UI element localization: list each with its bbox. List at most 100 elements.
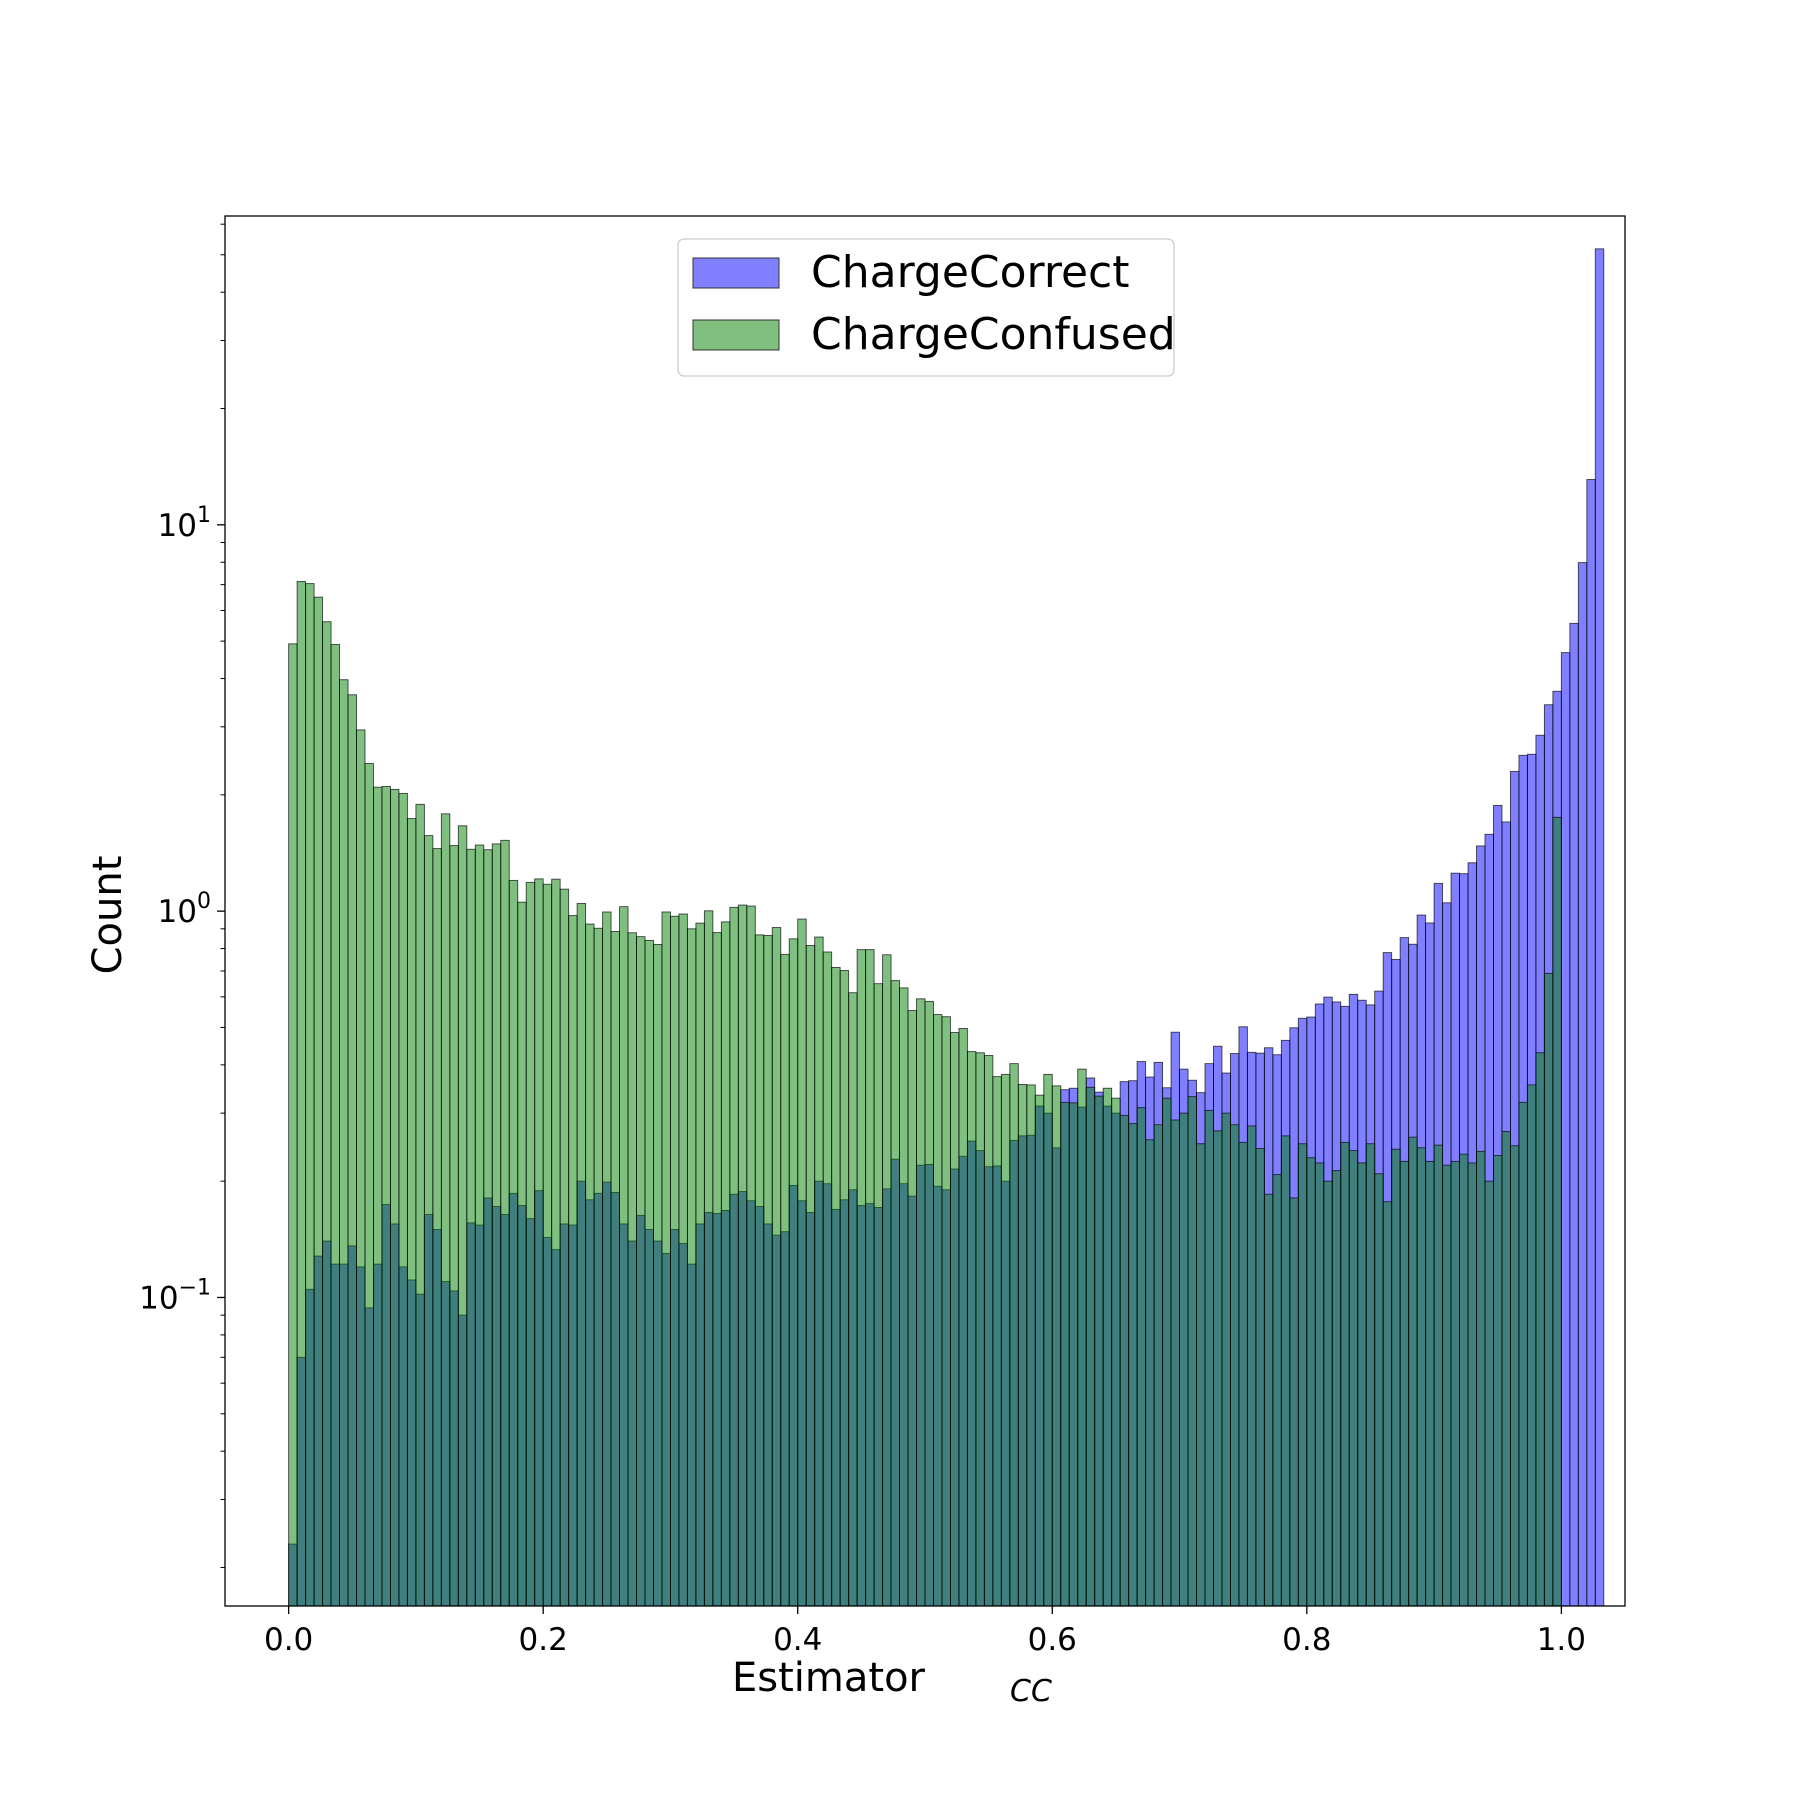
- bar-chargeconfused: [822, 951, 833, 1607]
- bar-chargeconfused: [1399, 1160, 1410, 1607]
- legend-frame: [677, 238, 1175, 377]
- bar-chargeconfused: [568, 915, 578, 1607]
- bar-chargeconfused: [347, 694, 357, 1607]
- bar-chargeconfused: [1187, 1096, 1197, 1607]
- bar-chargeconfused: [483, 849, 493, 1607]
- bar-chargeconfused: [466, 848, 476, 1607]
- bar-chargeconfused: [958, 1027, 968, 1607]
- bar-chargeconfused: [593, 927, 604, 1607]
- bar-chargeconfused: [1145, 1139, 1155, 1607]
- bar-chargeconfused: [992, 1076, 1002, 1607]
- x-tick-label: 0.4: [773, 1622, 822, 1658]
- bar-chargeconfused: [924, 1000, 934, 1607]
- bar-chargeconfused: [1026, 1084, 1036, 1607]
- bar-chargeconfused: [474, 844, 485, 1607]
- bar-chargeconfused: [1263, 1193, 1274, 1607]
- bar-chargeconfused: [950, 1032, 960, 1607]
- bar-chargeconfused: [873, 983, 884, 1607]
- bar-chargeconfused: [1365, 1143, 1376, 1607]
- x-tick-label: 0.8: [1282, 1622, 1331, 1658]
- bar-chargeconfused: [746, 905, 756, 1607]
- bar-chargecorrect: [1594, 248, 1605, 1607]
- bar-chargeconfused: [966, 1051, 977, 1607]
- bar-chargeconfused: [1280, 1135, 1291, 1607]
- bar-chargeconfused: [797, 918, 807, 1607]
- bar-chargeconfused: [1094, 1095, 1104, 1607]
- bar-chargeconfused: [720, 921, 731, 1607]
- bar-chargeconfused: [1060, 1101, 1070, 1607]
- bar-chargeconfused: [500, 839, 510, 1607]
- bar-chargeconfused: [1374, 1173, 1384, 1607]
- bar-chargeconfused: [296, 581, 307, 1607]
- bar-chargeconfused: [763, 935, 773, 1607]
- bar-chargeconfused: [983, 1055, 994, 1607]
- bar-chargeconfused: [1289, 1197, 1299, 1607]
- legend-swatch-chargeconfused: [692, 319, 780, 351]
- bar-chargeconfused: [1068, 1102, 1079, 1607]
- bar-chargeconfused: [848, 992, 858, 1607]
- bar-chargeconfused: [1501, 1130, 1511, 1607]
- bar-chargeconfused: [1204, 1109, 1214, 1607]
- bar-chargeconfused: [1357, 1162, 1367, 1607]
- x-axis-label-subscript: CC: [1010, 1674, 1052, 1709]
- bar-chargeconfused: [814, 936, 824, 1607]
- bar-chargeconfused: [1348, 1150, 1359, 1607]
- bar-chargeconfused: [398, 792, 408, 1607]
- bar-chargeconfused: [288, 643, 298, 1607]
- bar-chargeconfused: [551, 878, 561, 1607]
- bar-chargeconfused: [916, 998, 926, 1607]
- bar-chargeconfused: [1017, 1083, 1028, 1607]
- bar-chargeconfused: [1433, 1144, 1444, 1607]
- bar-chargeconfused: [1535, 1052, 1545, 1607]
- bar-chargeconfused: [1221, 1112, 1231, 1607]
- bar-chargeconfused: [712, 932, 722, 1607]
- bar-chargeconfused: [1442, 1164, 1452, 1607]
- bar-chargeconfused: [457, 825, 468, 1607]
- legend-swatch-chargecorrect: [692, 257, 780, 289]
- bar-chargeconfused: [373, 786, 383, 1607]
- bar-chargeconfused: [1043, 1073, 1053, 1607]
- bar-chargeconfused: [907, 1010, 917, 1607]
- bar-chargeconfused: [975, 1052, 985, 1607]
- bar-chargeconfused: [1450, 1160, 1460, 1607]
- bar-chargeconfused: [313, 596, 324, 1607]
- bar-chargeconfused: [1408, 1136, 1418, 1607]
- bar-chargeconfused: [1153, 1124, 1164, 1607]
- bar-chargeconfused: [381, 785, 391, 1607]
- bar-chargeconfused: [1552, 816, 1562, 1607]
- bar-chargeconfused: [686, 928, 697, 1607]
- bar-chargeconfused: [1476, 1150, 1486, 1607]
- bar-chargeconfused: [1051, 1085, 1062, 1607]
- bar-chargeconfused: [771, 927, 782, 1607]
- bar-chargeconfused: [1179, 1112, 1189, 1607]
- bar-chargeconfused: [585, 923, 595, 1607]
- bar-chargeconfused: [1467, 1162, 1477, 1607]
- bar-chargeconfused: [627, 932, 637, 1607]
- bar-chargeconfused: [491, 843, 502, 1607]
- bar-chargeconfused: [737, 904, 748, 1607]
- bar-chargeconfused: [933, 1014, 943, 1607]
- bar-chargeconfused: [356, 729, 366, 1607]
- bar-chargeconfused: [1306, 1157, 1316, 1607]
- bar-chargeconfused: [610, 931, 620, 1607]
- bar-chargeconfused: [390, 788, 400, 1607]
- bar-chargeconfused: [1323, 1180, 1333, 1607]
- bar-chargeconfused: [780, 953, 790, 1607]
- bar-chargeconfused: [415, 803, 425, 1607]
- bar-chargeconfused: [423, 835, 434, 1607]
- bar-chargeconfused: [1085, 1086, 1096, 1607]
- y-tick-label: 100: [158, 889, 211, 930]
- bar-chargecorrect: [1577, 562, 1588, 1607]
- bar-chargeconfused: [1000, 1073, 1011, 1607]
- bar-chargeconfused: [703, 910, 714, 1607]
- bar-chargeconfused: [695, 922, 705, 1607]
- bar-chargeconfused: [406, 818, 417, 1607]
- bar-chargeconfused: [1518, 1101, 1528, 1607]
- bar-chargeconfused: [1128, 1123, 1138, 1607]
- bar-chargeconfused: [754, 934, 765, 1607]
- bar-chargeconfused: [1119, 1114, 1130, 1607]
- x-axis: 0.0 0.2 0.4 0.6 0.8 1.0: [264, 1606, 1586, 1658]
- bar-chargeconfused: [525, 881, 536, 1607]
